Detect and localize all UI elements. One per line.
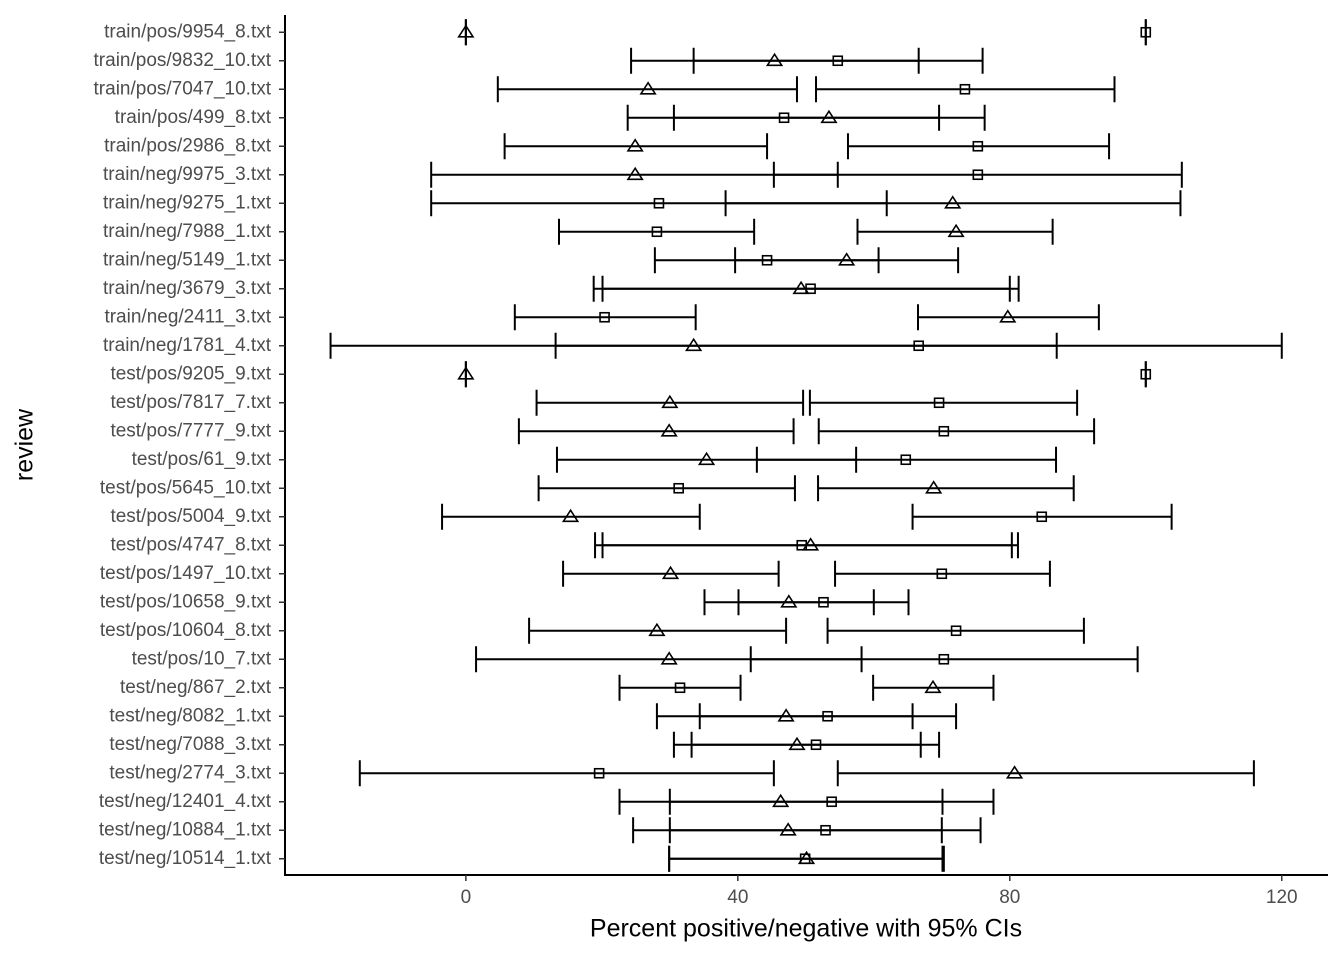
square-point — [778, 112, 790, 124]
y-tick-label: train/pos/9954_8.txt — [104, 21, 272, 42]
square-point — [913, 340, 924, 352]
square-point — [810, 739, 822, 751]
triangle-point — [660, 423, 678, 437]
triangle-point — [777, 708, 795, 722]
y-tick-label: test/neg/12401_4.txt — [99, 791, 272, 812]
y-tick-label: test/pos/10_7.txt — [132, 648, 272, 669]
square-point — [822, 710, 833, 722]
triangle-point — [626, 166, 644, 181]
y-tick-label: test/pos/5004_9.txt — [110, 506, 271, 527]
y-tick-label: test/neg/7088_3.txt — [109, 734, 271, 755]
x-tick-label: 0 — [461, 887, 472, 908]
square-point — [959, 83, 971, 95]
triangle-point — [661, 565, 680, 580]
y-tick-label: test/pos/7817_7.txt — [110, 392, 271, 413]
y-tick-label: test/neg/8082_1.txt — [109, 705, 271, 726]
square-point — [972, 140, 984, 152]
y-tick-label: train/pos/9832_10.txt — [94, 50, 272, 71]
square-point — [761, 254, 773, 266]
triangle-point — [626, 138, 644, 152]
square-point — [832, 55, 844, 67]
square-point — [799, 853, 811, 865]
y-tick-label: train/pos/7047_10.txt — [94, 78, 272, 99]
y-axis-title: review — [11, 408, 39, 481]
square-point — [805, 283, 816, 295]
y-tick-label: train/neg/5149_1.txt — [103, 249, 272, 270]
triangle-point — [772, 793, 790, 808]
triangle-point — [947, 223, 965, 238]
triangle-point — [697, 451, 716, 466]
square-point — [651, 226, 663, 238]
triangle-point — [788, 736, 806, 751]
square-point — [972, 169, 984, 181]
triangle-point — [779, 822, 797, 836]
square-point — [796, 539, 808, 551]
y-tick-label: train/pos/2986_8.txt — [104, 135, 272, 156]
triangle-point — [661, 394, 679, 409]
y-tick-label: test/pos/10658_9.txt — [100, 591, 272, 612]
y-tick-label: test/neg/2774_3.txt — [109, 762, 271, 783]
square-point — [674, 682, 686, 694]
square-point — [826, 796, 837, 808]
triangle-point — [685, 337, 703, 352]
x-tick-label: 120 — [1266, 887, 1298, 908]
square-point — [1036, 511, 1048, 523]
square-point — [653, 197, 665, 209]
y-tick-label: test/neg/867_2.txt — [120, 677, 272, 698]
square-point — [1140, 26, 1152, 38]
triangle-point — [820, 109, 838, 124]
triangle-point — [780, 594, 798, 608]
y-tick-label: test/pos/9205_9.txt — [110, 363, 271, 384]
square-point — [673, 482, 684, 494]
triangle-point — [457, 24, 475, 38]
triangle-point — [1005, 765, 1024, 779]
triangle-point — [457, 366, 475, 380]
y-tick-label: test/pos/10604_8.txt — [100, 620, 272, 641]
y-tick-label: train/neg/7988_1.txt — [103, 221, 272, 242]
y-tick-label: test/pos/7777_9.txt — [110, 420, 271, 441]
y-tick-label: test/pos/1497_10.txt — [100, 563, 272, 584]
y-tick-label: train/pos/499_8.txt — [115, 107, 272, 128]
y-tick-label: train/neg/1781_4.txt — [103, 335, 272, 356]
triangle-point — [924, 679, 942, 694]
triangle-point — [999, 309, 1017, 323]
triangle-point — [944, 195, 962, 209]
x-tick-label: 40 — [727, 887, 748, 908]
triangle-point — [765, 52, 784, 67]
y-tick-label: train/neg/2411_3.txt — [104, 306, 271, 327]
triangle-point — [837, 252, 856, 266]
square-point — [820, 824, 831, 836]
square-point — [593, 767, 605, 779]
triangle-point — [925, 480, 943, 494]
square-point — [599, 311, 610, 323]
triangle-point — [660, 651, 678, 665]
y-tick-label: test/neg/10884_1.txt — [99, 819, 272, 840]
y-tick-label: test/pos/5645_10.txt — [100, 477, 272, 498]
square-point — [938, 425, 950, 437]
triangle-point — [648, 622, 666, 637]
square-point — [818, 596, 829, 608]
square-point — [936, 568, 948, 580]
y-tick-label: train/neg/9975_3.txt — [103, 164, 272, 185]
square-point — [933, 397, 945, 409]
y-tick-label: test/pos/4747_8.txt — [110, 534, 271, 555]
square-point — [938, 653, 950, 665]
y-tick-label: train/neg/3679_3.txt — [103, 278, 272, 299]
y-tick-label: train/neg/9275_1.txt — [103, 192, 272, 213]
triangle-point — [639, 81, 657, 95]
y-tick-label: test/neg/10514_1.txt — [99, 848, 272, 869]
triangle-point — [792, 280, 810, 295]
x-tick-label: 80 — [999, 887, 1020, 908]
x-axis-title: Percent positive/negative with 95% CIs — [590, 915, 1022, 943]
triangle-point — [561, 508, 580, 523]
y-tick-label: test/pos/61_9.txt — [132, 449, 272, 470]
square-point — [1140, 368, 1152, 380]
square-point — [900, 454, 912, 466]
square-point — [950, 625, 962, 637]
